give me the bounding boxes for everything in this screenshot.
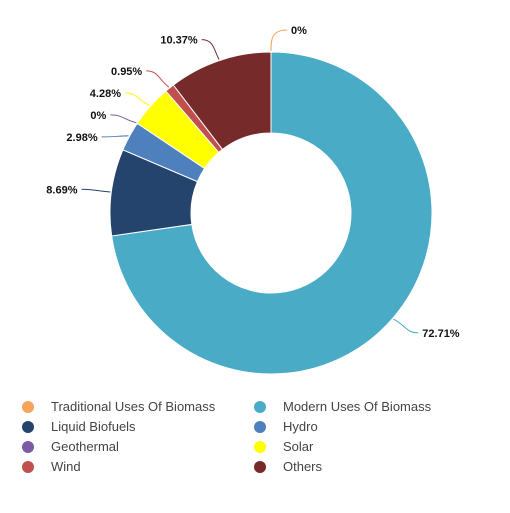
legend-label: Traditional Uses Of Biomass bbox=[51, 399, 216, 414]
connector-solar bbox=[125, 92, 150, 107]
data-label-traditional-uses-of-biomass: 0% bbox=[291, 25, 307, 37]
legend-item-traditional-uses-of-biomass[interactable]: Traditional Uses Of Biomass bbox=[22, 399, 254, 414]
legend-item-others[interactable]: Others bbox=[254, 459, 486, 474]
legend-label: Solar bbox=[283, 439, 314, 454]
donut-chart: 0% 72.71% 8.69% 2.98% 0% 4.28% 0.95% 10.37% bbox=[46, 25, 460, 375]
slice-others[interactable] bbox=[172, 51, 272, 151]
connector-modern-uses-of-biomass bbox=[393, 318, 419, 334]
legend-label: Others bbox=[283, 459, 323, 474]
legend-marker-icon bbox=[254, 440, 266, 453]
legend-label: Modern Uses Of Biomass bbox=[283, 399, 432, 414]
legend-label: Wind bbox=[51, 459, 81, 474]
legend-item-geothermal[interactable]: Geothermal bbox=[22, 439, 254, 454]
legend-item-hydro[interactable]: Hydro bbox=[254, 419, 486, 434]
data-label-geothermal: 0% bbox=[90, 110, 106, 122]
connectors-group bbox=[81, 29, 419, 334]
slice-modern-uses-of-biomass[interactable] bbox=[111, 51, 433, 375]
legend-item-wind[interactable]: Wind bbox=[22, 459, 254, 474]
connector-others bbox=[201, 39, 220, 60]
legend-item-liquid-biofuels[interactable]: Liquid Biofuels bbox=[22, 419, 254, 434]
data-label-hydro: 2.98% bbox=[66, 132, 97, 144]
data-label-modern-uses-of-biomass: 72.71% bbox=[422, 328, 460, 340]
data-label-others: 10.37% bbox=[160, 35, 198, 47]
connector-liquid-biofuels bbox=[81, 188, 111, 193]
legend-label: Geothermal bbox=[51, 439, 119, 454]
connector-traditional-uses-of-biomass bbox=[270, 29, 288, 52]
data-label-wind: 0.95% bbox=[111, 66, 142, 78]
legend-item-modern-uses-of-biomass[interactable]: Modern Uses Of Biomass bbox=[254, 399, 486, 414]
connector-geothermal bbox=[110, 114, 137, 124]
legend-label: Liquid Biofuels bbox=[51, 419, 136, 434]
legend-marker-icon bbox=[22, 460, 34, 473]
legend-marker-icon bbox=[22, 440, 34, 453]
slices-group bbox=[109, 51, 433, 375]
legend-marker-icon bbox=[254, 460, 266, 473]
legend-marker-icon bbox=[254, 420, 266, 433]
legend-item-solar[interactable]: Solar bbox=[254, 439, 486, 454]
connector-hydro bbox=[101, 135, 129, 138]
legend-marker-icon bbox=[22, 420, 34, 433]
legend: Traditional Uses Of Biomass Modern Uses … bbox=[22, 399, 492, 474]
connector-wind bbox=[146, 70, 170, 88]
data-label-solar: 4.28% bbox=[90, 88, 121, 100]
legend-marker-icon bbox=[254, 400, 266, 413]
legend-marker-icon bbox=[22, 400, 34, 413]
data-label-liquid-biofuels: 8.69% bbox=[46, 184, 77, 196]
labels-group: 0% 72.71% 8.69% 2.98% 0% 4.28% 0.95% 10.37% bbox=[46, 25, 460, 340]
legend-label: Hydro bbox=[283, 419, 318, 434]
